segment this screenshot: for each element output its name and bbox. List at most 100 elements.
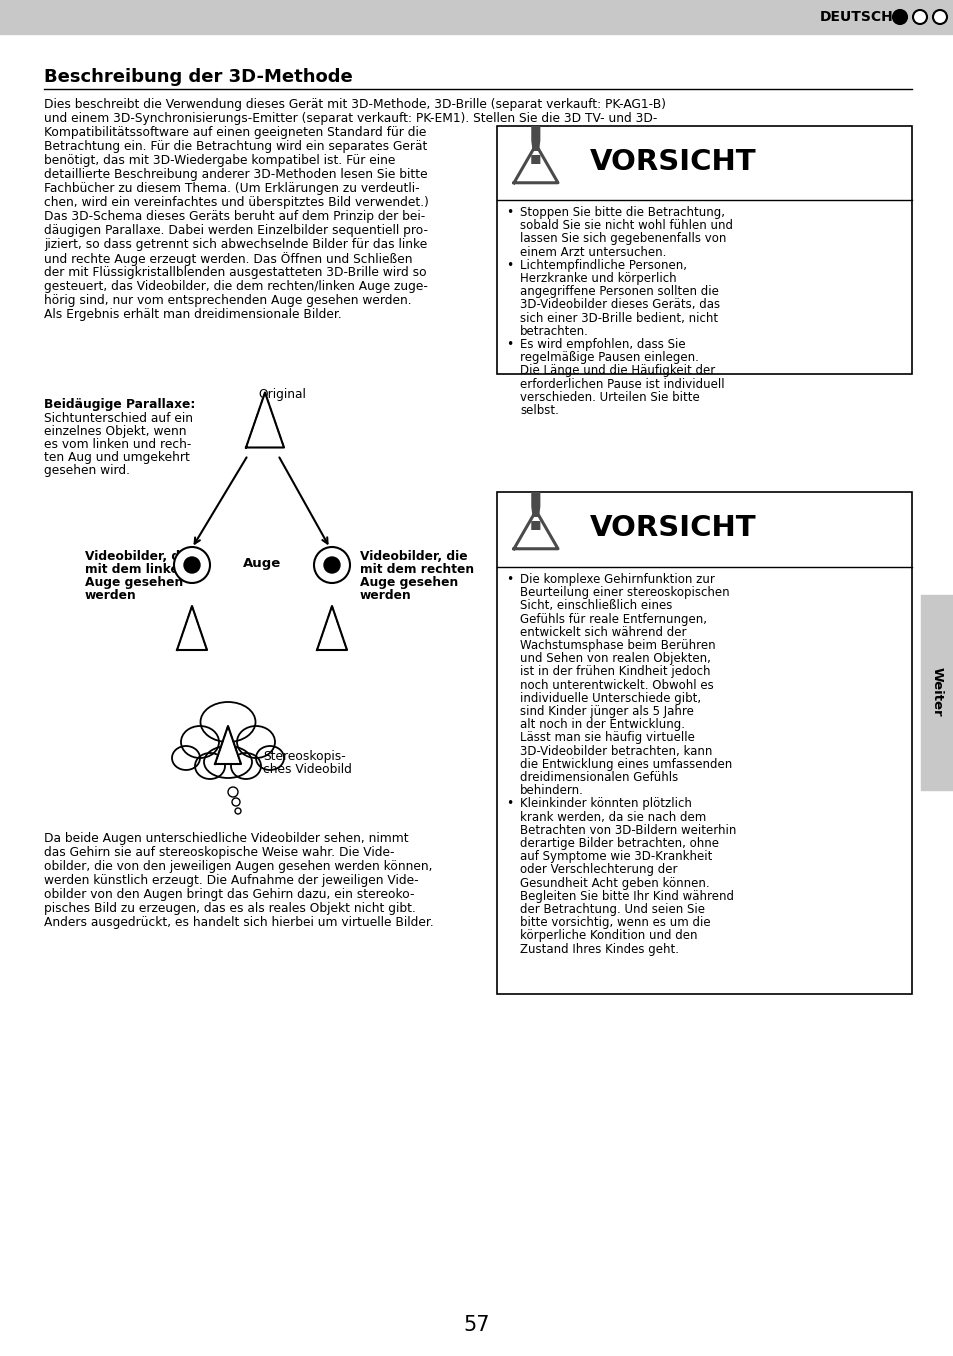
Text: und einem 3D-Synchronisierungs-Emitter (separat verkauft: PK-EM1). Stellen Sie d: und einem 3D-Synchronisierungs-Emitter (… [44, 113, 657, 125]
Text: Die komplexe Gehirnfunktion zur: Die komplexe Gehirnfunktion zur [519, 574, 714, 586]
Text: Beurteilung einer stereoskopischen: Beurteilung einer stereoskopischen [519, 586, 729, 599]
Text: gesteuert, das Videobilder, die dem rechten/linken Auge zuge-: gesteuert, das Videobilder, die dem rech… [44, 279, 428, 293]
Ellipse shape [200, 702, 255, 742]
Text: dreidimensionalen Gefühls: dreidimensionalen Gefühls [519, 772, 678, 784]
Text: VORSICHT: VORSICHT [589, 148, 756, 176]
Text: angegriffene Personen sollten die: angegriffene Personen sollten die [519, 285, 719, 298]
Text: körperliche Kondition und den: körperliche Kondition und den [519, 929, 697, 942]
Text: Sichtunterschied auf ein: Sichtunterschied auf ein [44, 412, 193, 424]
Text: Beschreibung der 3D-Methode: Beschreibung der 3D-Methode [44, 68, 353, 85]
Circle shape [234, 808, 241, 814]
Text: bitte vorsichtig, wenn es um die: bitte vorsichtig, wenn es um die [519, 917, 710, 929]
Bar [497, 492, 911, 994]
Text: obilder von den Augen bringt das Gehirn dazu, ein stereoko-: obilder von den Augen bringt das Gehirn … [44, 888, 414, 900]
Text: sind Kinder jünger als 5 Jahre: sind Kinder jünger als 5 Jahre [519, 705, 693, 717]
Text: oder Verschlechterung der: oder Verschlechterung der [519, 864, 677, 876]
Text: einzelnes Objekt, wenn: einzelnes Objekt, wenn [44, 424, 186, 438]
Text: mit dem rechten: mit dem rechten [359, 563, 474, 576]
Text: Lichtempfindliche Personen,: Lichtempfindliche Personen, [519, 259, 686, 271]
Text: einem Arzt untersuchen.: einem Arzt untersuchen. [519, 245, 666, 259]
Polygon shape [316, 606, 347, 650]
Text: jiziert, so dass getrennt sich abwechselnde Bilder für das linke: jiziert, so dass getrennt sich abwechsel… [44, 239, 427, 251]
Text: Videobilder, die: Videobilder, die [85, 551, 193, 563]
Text: Auge gesehen: Auge gesehen [85, 576, 183, 589]
Text: Da beide Augen unterschiedliche Videobilder sehen, nimmt: Da beide Augen unterschiedliche Videobil… [44, 833, 408, 845]
Text: selbst.: selbst. [519, 404, 558, 418]
Text: ist in der frühen Kindheit jedoch: ist in der frühen Kindheit jedoch [519, 666, 710, 678]
Text: mit dem linken: mit dem linken [85, 563, 188, 576]
Text: derartige Bilder betrachten, ohne: derartige Bilder betrachten, ohne [519, 837, 719, 850]
Text: Sicht, einschließlich eines: Sicht, einschließlich eines [519, 599, 672, 613]
Text: Kleinkinder könnten plötzlich: Kleinkinder könnten plötzlich [519, 797, 691, 811]
Text: Begleiten Sie bitte Ihr Kind während: Begleiten Sie bitte Ihr Kind während [519, 890, 733, 903]
Text: Das 3D-Schema dieses Geräts beruht auf dem Prinzip der bei-: Das 3D-Schema dieses Geräts beruht auf d… [44, 210, 425, 222]
Ellipse shape [194, 753, 225, 778]
Text: der mit Flüssigkristallblenden ausgestatteten 3D-Brille wird so: der mit Flüssigkristallblenden ausgestat… [44, 266, 426, 279]
Circle shape [932, 9, 946, 24]
Text: Anders ausgedrückt, es handelt sich hierbei um virtuelle Bilder.: Anders ausgedrückt, es handelt sich hier… [44, 917, 434, 929]
Text: und Sehen von realen Objekten,: und Sehen von realen Objekten, [519, 652, 710, 666]
Ellipse shape [204, 746, 252, 778]
Text: auf Symptome wie 3D-Krankheit: auf Symptome wie 3D-Krankheit [519, 850, 712, 864]
Text: das Gehirn sie auf stereoskopische Weise wahr. Die Vide-: das Gehirn sie auf stereoskopische Weise… [44, 846, 395, 858]
Text: Original: Original [257, 388, 306, 401]
Text: Betrachtung ein. Für die Betrachtung wird ein separates Gerät: Betrachtung ein. Für die Betrachtung wir… [44, 140, 427, 153]
Polygon shape [177, 606, 207, 650]
Polygon shape [514, 145, 558, 183]
Circle shape [232, 797, 240, 805]
Text: ten Aug und umgekehrt: ten Aug und umgekehrt [44, 452, 190, 464]
Text: Fachbücher zu diesem Thema. (Um Erklärungen zu verdeutli-: Fachbücher zu diesem Thema. (Um Erklärun… [44, 182, 419, 195]
Text: noch unterentwickelt. Obwohl es: noch unterentwickelt. Obwohl es [519, 678, 713, 692]
Text: •: • [505, 574, 513, 586]
Text: sich einer 3D-Brille bedient, nicht: sich einer 3D-Brille bedient, nicht [519, 312, 718, 324]
Text: Wachstumsphase beim Berühren: Wachstumsphase beim Berühren [519, 639, 715, 652]
Text: •: • [505, 259, 513, 271]
Ellipse shape [236, 725, 274, 758]
Text: 57: 57 [463, 1315, 490, 1336]
Text: 3D-Videobilder dieses Geräts, das: 3D-Videobilder dieses Geräts, das [519, 298, 720, 312]
Text: däugigen Parallaxe. Dabei werden Einzelbilder sequentiell pro-: däugigen Parallaxe. Dabei werden Einzelb… [44, 224, 428, 237]
Text: •: • [505, 797, 513, 811]
Text: ches Videobild: ches Videobild [263, 763, 352, 776]
Text: alt noch in der Entwicklung.: alt noch in der Entwicklung. [519, 719, 684, 731]
Text: detaillierte Beschreibung anderer 3D-Methoden lesen Sie bitte: detaillierte Beschreibung anderer 3D-Met… [44, 168, 427, 180]
Text: Auge gesehen: Auge gesehen [359, 576, 457, 589]
Text: Als Ergebnis erhält man dreidimensionale Bilder.: Als Ergebnis erhält man dreidimensionale… [44, 308, 341, 321]
Circle shape [184, 557, 200, 574]
Text: Gefühls für reale Entfernungen,: Gefühls für reale Entfernungen, [519, 613, 706, 625]
Text: werden: werden [359, 589, 412, 602]
Text: hörig sind, nur vom entsprechenden Auge gesehen werden.: hörig sind, nur vom entsprechenden Auge … [44, 294, 411, 306]
Text: Stereoskopis-: Stereoskopis- [263, 750, 345, 763]
Text: die Entwicklung eines umfassenden: die Entwicklung eines umfassenden [519, 758, 732, 770]
Text: pisches Bild zu erzeugen, das es als reales Objekt nicht gibt.: pisches Bild zu erzeugen, das es als rea… [44, 902, 416, 915]
Text: sobald Sie sie nicht wohl fühlen und: sobald Sie sie nicht wohl fühlen und [519, 220, 732, 232]
Text: verschieden. Urteilen Sie bitte: verschieden. Urteilen Sie bitte [519, 391, 699, 404]
Text: obilder, die von den jeweiligen Augen gesehen werden können,: obilder, die von den jeweiligen Augen ge… [44, 860, 432, 873]
Text: Herzkranke und körperlich: Herzkranke und körperlich [519, 273, 676, 285]
Text: regelmäßige Pausen einlegen.: regelmäßige Pausen einlegen. [519, 351, 699, 365]
Text: behindern.: behindern. [519, 784, 583, 797]
Text: Dies beschreibt die Verwendung dieses Gerät mit 3D-Methode, 3D-Brille (separat v: Dies beschreibt die Verwendung dieses Ge… [44, 98, 665, 111]
Text: Kompatibilitätssoftware auf einen geeigneten Standard für die: Kompatibilitätssoftware auf einen geeign… [44, 126, 426, 140]
Text: •: • [505, 206, 513, 220]
Text: Es wird empfohlen, dass Sie: Es wird empfohlen, dass Sie [519, 338, 685, 351]
Text: betrachten.: betrachten. [519, 325, 588, 338]
Text: 3D-Videobilder betrachten, kann: 3D-Videobilder betrachten, kann [519, 744, 712, 758]
Text: erforderlichen Pause ist individuell: erforderlichen Pause ist individuell [519, 377, 724, 391]
Text: Zustand Ihres Kindes geht.: Zustand Ihres Kindes geht. [519, 942, 679, 956]
Text: Stoppen Sie bitte die Betrachtung,: Stoppen Sie bitte die Betrachtung, [519, 206, 724, 220]
Text: Gesundheit Acht geben können.: Gesundheit Acht geben können. [519, 876, 709, 890]
Text: Videobilder, die: Videobilder, die [359, 551, 467, 563]
Ellipse shape [231, 753, 261, 778]
Text: der Betrachtung. Und seien Sie: der Betrachtung. Und seien Sie [519, 903, 704, 917]
Polygon shape [214, 725, 241, 763]
Circle shape [324, 557, 339, 574]
Text: entwickelt sich während der: entwickelt sich während der [519, 626, 686, 639]
Text: VORSICHT: VORSICHT [589, 514, 756, 542]
Text: chen, wird ein vereinfachtes und überspitztes Bild verwendet.): chen, wird ein vereinfachtes und überspi… [44, 197, 429, 209]
Bar [0, 0, 953, 34]
Text: Beidäugige Parallaxe:: Beidäugige Parallaxe: [44, 399, 195, 411]
Circle shape [228, 786, 237, 797]
Text: !: ! [523, 125, 547, 175]
Polygon shape [514, 511, 558, 549]
